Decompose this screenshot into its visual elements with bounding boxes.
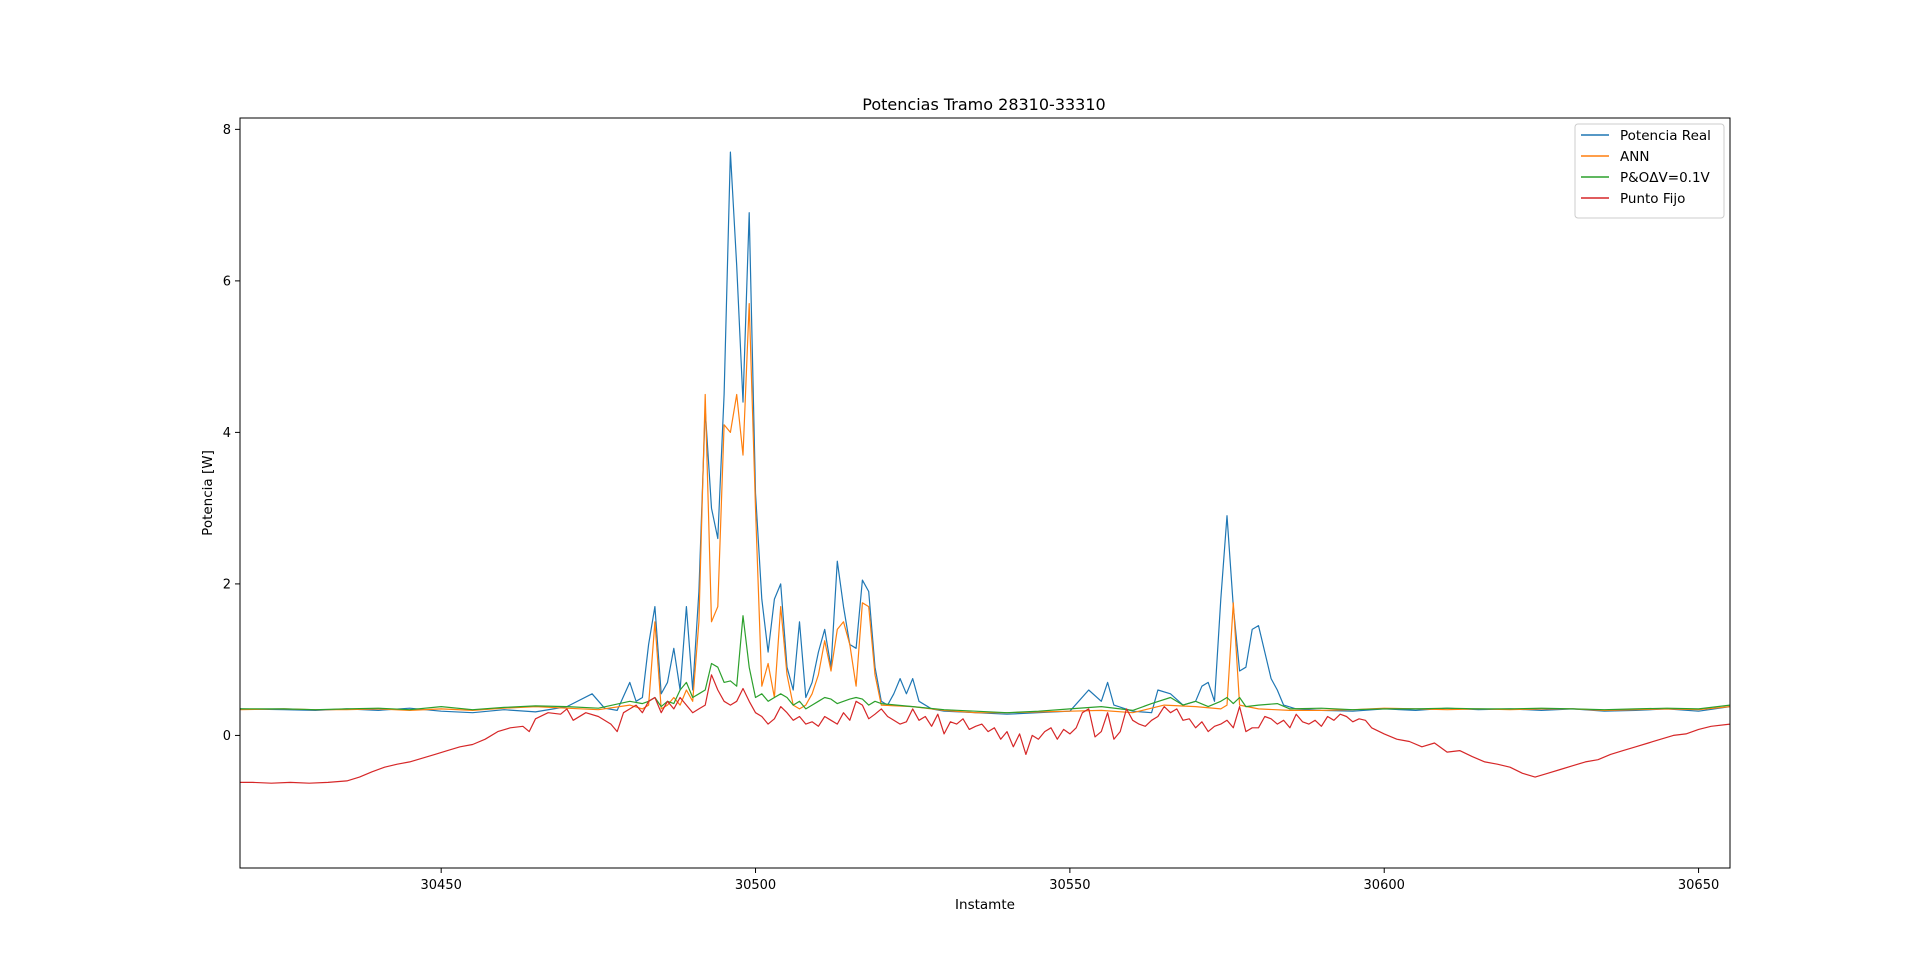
- y-axis-label: Potencia [W]: [200, 450, 216, 536]
- legend: Potencia Real ANN P&OΔV=0.1V Punto Fijo: [1574, 123, 1725, 219]
- x-tick-label: 30550: [1049, 878, 1090, 893]
- series-line-2: [240, 303, 1730, 714]
- x-tick-label: 30650: [1678, 878, 1719, 893]
- y-tick-label: 2: [223, 577, 231, 592]
- legend-box: [1574, 123, 1725, 219]
- x-tick-label: 30450: [421, 878, 462, 893]
- y-tick-label: 4: [223, 426, 231, 441]
- legend-label: Potencia Real: [1620, 128, 1711, 144]
- y-tick-label: 0: [223, 729, 231, 744]
- y-tick-label: 6: [223, 274, 231, 289]
- x-tick-label: 30600: [1364, 878, 1405, 893]
- series-layer: [240, 151, 1730, 784]
- legend-label: Punto Fijo: [1620, 191, 1685, 207]
- y-axis: 0 2 4 6 8: [223, 123, 240, 744]
- x-axis: 30450 30500 30550 30600 30650: [421, 868, 1719, 893]
- series-line-3: [240, 615, 1730, 714]
- series-line-4: [240, 674, 1730, 784]
- legend-label: P&OΔV=0.1V: [1620, 170, 1711, 186]
- series-line-1: [240, 151, 1730, 715]
- x-tick-label: 30500: [735, 878, 776, 893]
- chart-title: Potencias Tramo 28310-33310: [862, 95, 1105, 114]
- x-axis-label: Instamte: [955, 897, 1015, 913]
- y-tick-label: 8: [223, 123, 231, 138]
- legend-label: ANN: [1620, 149, 1649, 165]
- plot-frame: [239, 117, 1731, 869]
